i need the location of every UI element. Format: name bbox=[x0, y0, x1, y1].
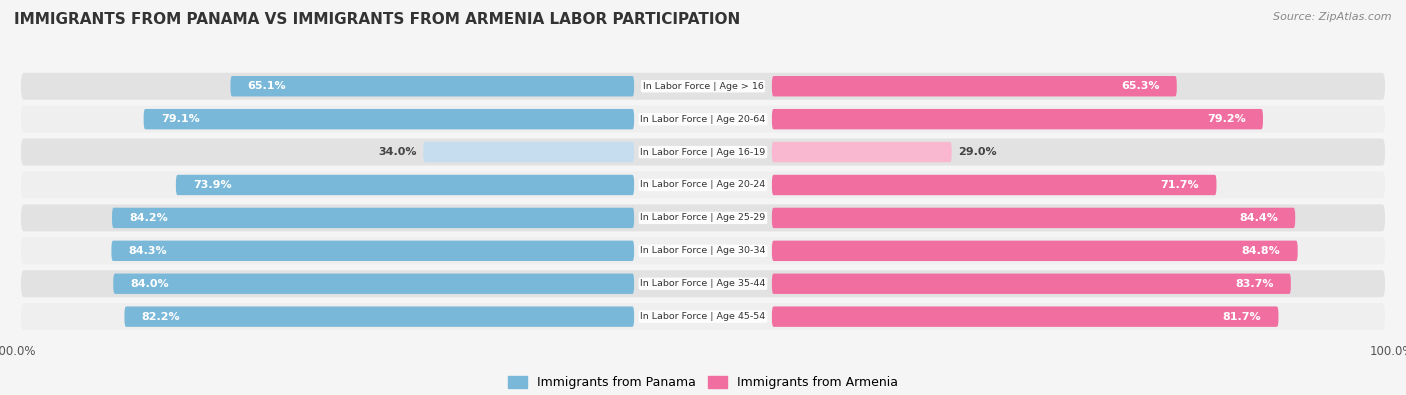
Text: In Labor Force | Age 20-64: In Labor Force | Age 20-64 bbox=[640, 115, 766, 124]
Text: Source: ZipAtlas.com: Source: ZipAtlas.com bbox=[1274, 12, 1392, 22]
FancyBboxPatch shape bbox=[772, 142, 952, 162]
Text: 65.3%: 65.3% bbox=[1121, 81, 1160, 91]
FancyBboxPatch shape bbox=[124, 307, 634, 327]
FancyBboxPatch shape bbox=[772, 76, 1177, 96]
Text: 29.0%: 29.0% bbox=[959, 147, 997, 157]
FancyBboxPatch shape bbox=[21, 270, 1385, 297]
Text: 83.7%: 83.7% bbox=[1234, 279, 1274, 289]
Text: 65.1%: 65.1% bbox=[247, 81, 287, 91]
FancyBboxPatch shape bbox=[21, 106, 1385, 133]
Text: 79.1%: 79.1% bbox=[160, 114, 200, 124]
Text: In Labor Force | Age 25-29: In Labor Force | Age 25-29 bbox=[640, 213, 766, 222]
Text: 81.7%: 81.7% bbox=[1223, 312, 1261, 322]
Text: 84.4%: 84.4% bbox=[1239, 213, 1278, 223]
FancyBboxPatch shape bbox=[21, 205, 1385, 231]
Text: In Labor Force | Age 30-34: In Labor Force | Age 30-34 bbox=[640, 246, 766, 255]
Text: In Labor Force | Age 16-19: In Labor Force | Age 16-19 bbox=[640, 148, 766, 156]
FancyBboxPatch shape bbox=[21, 73, 1385, 100]
Text: 73.9%: 73.9% bbox=[193, 180, 232, 190]
Text: 84.0%: 84.0% bbox=[131, 279, 169, 289]
Text: 34.0%: 34.0% bbox=[378, 147, 416, 157]
FancyBboxPatch shape bbox=[21, 237, 1385, 264]
Text: IMMIGRANTS FROM PANAMA VS IMMIGRANTS FROM ARMENIA LABOR PARTICIPATION: IMMIGRANTS FROM PANAMA VS IMMIGRANTS FRO… bbox=[14, 12, 741, 27]
FancyBboxPatch shape bbox=[772, 208, 1295, 228]
FancyBboxPatch shape bbox=[772, 175, 1216, 195]
FancyBboxPatch shape bbox=[772, 241, 1298, 261]
Legend: Immigrants from Panama, Immigrants from Armenia: Immigrants from Panama, Immigrants from … bbox=[503, 371, 903, 394]
FancyBboxPatch shape bbox=[21, 171, 1385, 198]
FancyBboxPatch shape bbox=[176, 175, 634, 195]
Text: 84.2%: 84.2% bbox=[129, 213, 167, 223]
Text: 71.7%: 71.7% bbox=[1160, 180, 1199, 190]
Text: In Labor Force | Age > 16: In Labor Force | Age > 16 bbox=[643, 82, 763, 91]
Text: In Labor Force | Age 20-24: In Labor Force | Age 20-24 bbox=[640, 181, 766, 190]
FancyBboxPatch shape bbox=[772, 109, 1263, 130]
Text: 82.2%: 82.2% bbox=[142, 312, 180, 322]
FancyBboxPatch shape bbox=[772, 273, 1291, 294]
FancyBboxPatch shape bbox=[231, 76, 634, 96]
FancyBboxPatch shape bbox=[21, 303, 1385, 330]
Text: 84.8%: 84.8% bbox=[1241, 246, 1281, 256]
FancyBboxPatch shape bbox=[423, 142, 634, 162]
Text: 79.2%: 79.2% bbox=[1206, 114, 1246, 124]
FancyBboxPatch shape bbox=[143, 109, 634, 130]
FancyBboxPatch shape bbox=[21, 139, 1385, 166]
FancyBboxPatch shape bbox=[772, 307, 1278, 327]
Text: In Labor Force | Age 35-44: In Labor Force | Age 35-44 bbox=[640, 279, 766, 288]
FancyBboxPatch shape bbox=[114, 273, 634, 294]
FancyBboxPatch shape bbox=[111, 241, 634, 261]
FancyBboxPatch shape bbox=[112, 208, 634, 228]
Text: In Labor Force | Age 45-54: In Labor Force | Age 45-54 bbox=[640, 312, 766, 321]
Text: 84.3%: 84.3% bbox=[128, 246, 167, 256]
